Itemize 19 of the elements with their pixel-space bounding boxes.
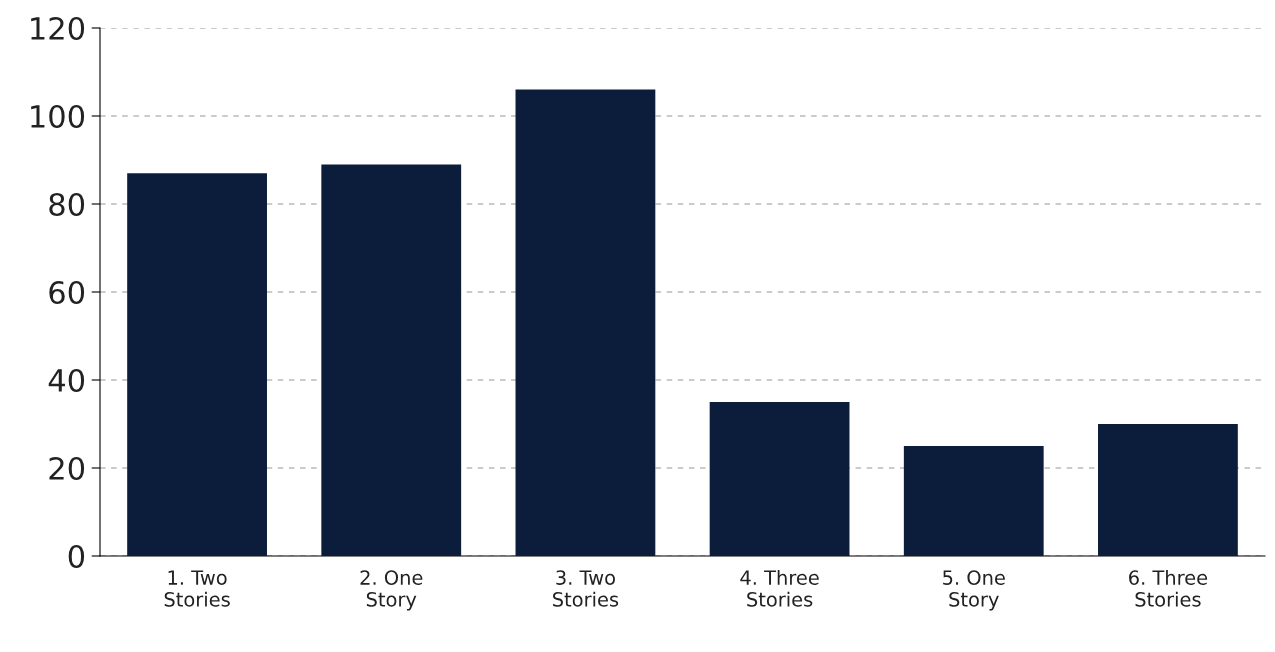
x-tick-label: 4. Three Stories	[740, 569, 819, 607]
bar	[1098, 424, 1238, 556]
x-tick-label: 3. Two Stories	[553, 570, 619, 607]
bar	[127, 173, 267, 556]
y-tick-label: 60	[49, 280, 85, 305]
x-tick-label: 6. Three Stories	[1129, 569, 1208, 607]
bar	[709, 402, 850, 556]
bar	[321, 164, 462, 556]
y-tick-label: 80	[49, 192, 85, 217]
bar	[903, 446, 1044, 556]
y-tick-label: 120	[31, 16, 85, 41]
x-tick-label: 1. Two Stories	[164, 570, 230, 607]
x-tick-label: 5. One Story	[943, 570, 1005, 611]
bar	[515, 89, 656, 556]
y-tick-label: 0	[68, 544, 85, 569]
y-tick-label: 100	[31, 104, 85, 129]
x-tick-label: 2. One Story	[360, 570, 423, 611]
y-tick-label: 20	[49, 456, 85, 481]
y-tick-label: 40	[48, 368, 85, 393]
